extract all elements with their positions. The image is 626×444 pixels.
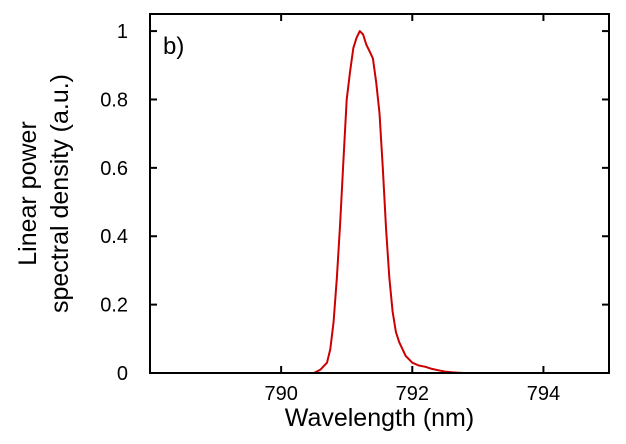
- series-layer: [313, 30, 478, 374]
- y-axis-title: Linear power spectral density (a.u.): [14, 74, 74, 313]
- plot-frame: [149, 13, 610, 374]
- panel-label: b): [163, 33, 184, 60]
- tick-labels: 790 792 794 0 0.2 0.4 0.6 0.8 1: [100, 21, 560, 405]
- x-axis-title: Wavelength (nm): [285, 404, 474, 432]
- y-tick-label: 1: [117, 21, 128, 43]
- tick-marks: [150, 14, 609, 374]
- x-tick-label: 792: [396, 383, 429, 405]
- x-tick-label: 790: [264, 383, 297, 405]
- y-tick-label: 0.8: [100, 89, 128, 111]
- x-tick-label: 794: [527, 383, 560, 405]
- y-tick-label: 0.4: [100, 226, 128, 248]
- y-tick-label: 0.6: [100, 158, 128, 180]
- series-line-0: [313, 30, 478, 374]
- y-tick-label: 0.2: [100, 295, 128, 317]
- y-tick-label: 0: [117, 363, 128, 385]
- y-axis-title-line-2: spectral density (a.u.): [46, 74, 74, 313]
- y-axis-title-line-1: Linear power: [14, 121, 42, 266]
